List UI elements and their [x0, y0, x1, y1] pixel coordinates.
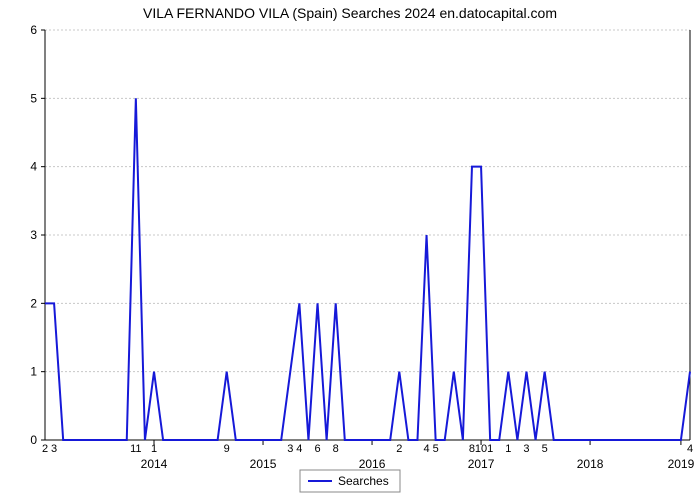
chart-title: VILA FERNANDO VILA (Spain) Searches 2024… — [143, 5, 557, 21]
x-tick-label: 5 — [433, 443, 439, 455]
x-year-label: 2016 — [359, 457, 386, 471]
legend: Searches — [300, 470, 400, 492]
x-tick-label: 4 — [296, 443, 302, 455]
x-tick-label: 1 — [487, 443, 493, 455]
x-tick-label: 4 — [687, 443, 693, 455]
x-tick-label: 2 — [396, 443, 402, 455]
y-tick-label: 5 — [30, 91, 37, 105]
x-year-label: 2017 — [468, 457, 495, 471]
y-tick-label: 4 — [30, 160, 37, 174]
x-tick-label: 3 — [523, 443, 529, 455]
x-tick-label: 5 — [542, 443, 548, 455]
chart-container: VILA FERNANDO VILA (Spain) Searches 2024… — [0, 0, 700, 500]
x-year-label: 2018 — [577, 457, 604, 471]
x-tick-label: 2 — [42, 443, 48, 455]
x-tick-label: 11 — [130, 443, 141, 455]
x-year-label: 2019 — [668, 457, 695, 471]
line-chart: VILA FERNANDO VILA (Spain) Searches 2024… — [0, 0, 700, 500]
y-tick-label: 2 — [30, 296, 37, 310]
x-tick-label: 9 — [224, 443, 230, 455]
x-tick-label: 3 — [287, 443, 293, 455]
legend-label: Searches — [338, 474, 389, 488]
y-tick-label: 6 — [30, 23, 37, 37]
x-year-label: 2015 — [250, 457, 277, 471]
series-searches — [45, 98, 690, 440]
x-axis: 2311193468245810113542014201520162017201… — [42, 440, 695, 471]
y-tick-label: 0 — [30, 433, 37, 447]
x-tick-label: 1 — [505, 443, 511, 455]
x-tick-label: 8 — [333, 443, 339, 455]
x-tick-label: 3 — [51, 443, 57, 455]
y-tick-label: 3 — [30, 228, 37, 242]
y-tick-label: 1 — [30, 365, 37, 379]
x-year-label: 2014 — [141, 457, 168, 471]
x-tick-label: 6 — [314, 443, 320, 455]
x-tick-label: 4 — [423, 443, 429, 455]
